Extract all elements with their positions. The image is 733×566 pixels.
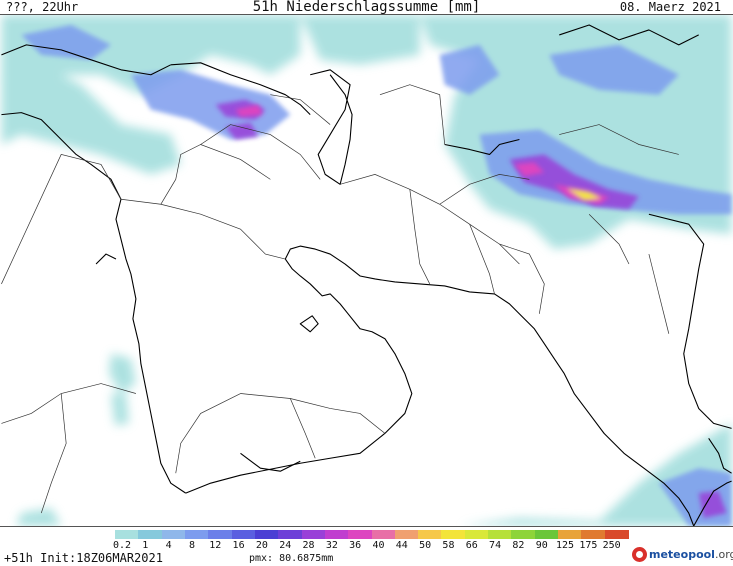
brand-name: meteopool (649, 548, 715, 561)
legend-swatch (138, 530, 163, 539)
forecast-time-label: ???, 22Uhr (6, 0, 79, 14)
legend-swatch (558, 530, 582, 539)
legend-label: 20 (255, 540, 268, 551)
legend-label: 125 (556, 540, 575, 551)
legend-swatch (208, 530, 233, 539)
legend-label: 175 (579, 540, 598, 551)
legend-label: 1 (142, 540, 149, 551)
precip-peak-layer (235, 104, 610, 205)
brand-circle-icon (632, 547, 647, 562)
precip-mid-layer (21, 24, 732, 526)
legend-swatch (324, 530, 349, 539)
precipitation-field (1, 15, 732, 526)
legend-label: 50 (419, 540, 432, 551)
legend-label: 82 (512, 540, 525, 551)
legend-label: 4 (165, 540, 172, 551)
legend-swatch (511, 530, 536, 539)
legend-swatch (604, 530, 629, 539)
legend-label: 24 (279, 540, 292, 551)
legend-swatch (488, 530, 512, 539)
legend-label: 90 (535, 540, 548, 551)
brand-logo[interactable]: meteopool.org (632, 547, 733, 562)
legend-swatch (581, 530, 606, 539)
precip-heavy-layer (215, 99, 727, 519)
precipitation-map (0, 14, 733, 527)
legend-swatch (441, 530, 466, 539)
legend-swatch (115, 530, 139, 539)
legend-swatch (394, 530, 419, 539)
brand-tld: .org (714, 548, 733, 561)
legend-label: 0.2 (112, 540, 132, 551)
legend-swatch (161, 530, 186, 539)
legend-label: 40 (372, 540, 385, 551)
legend-label: 58 (442, 540, 455, 551)
legend-swatch (464, 530, 489, 539)
valid-date-label: 08. Maerz 2021 (619, 0, 721, 14)
legend-swatch (371, 530, 396, 539)
pmax-label: pmx: 80.6875mm (249, 553, 334, 564)
legend-label: 66 (465, 540, 478, 551)
legend-label: 36 (349, 540, 362, 551)
legend-swatch (301, 530, 326, 539)
legend-swatch (418, 530, 443, 539)
legend-swatch (534, 530, 559, 539)
legend-label: 74 (489, 540, 502, 551)
map-title: 51h Niederschlagssumme [mm] (252, 0, 481, 15)
coastlines (1, 24, 732, 526)
legend-label: 16 (232, 540, 245, 551)
legend-label: 28 (302, 540, 315, 551)
legend-color-bar (115, 530, 629, 539)
brand-text: meteopool.org (649, 548, 733, 561)
legend-label: 32 (325, 540, 338, 551)
legend-swatch (278, 530, 303, 539)
legend-swatch (254, 530, 279, 539)
country-borders (1, 84, 679, 514)
legend-label: 8 (188, 540, 195, 551)
legend-label: 250 (602, 540, 621, 551)
legend-swatch (348, 530, 373, 539)
legend-swatch (231, 530, 256, 539)
init-time-label: +51h Init:18Z06MAR2021 (4, 551, 163, 565)
legend-labels: 0.2 1 4 8 12 16 20 24 28 32 36 40 44 50 58 66 74 82 90 125 1… (112, 540, 645, 552)
legend-swatch (184, 530, 209, 539)
legend-label: 44 (395, 540, 408, 551)
legend-label: 12 (209, 540, 222, 551)
